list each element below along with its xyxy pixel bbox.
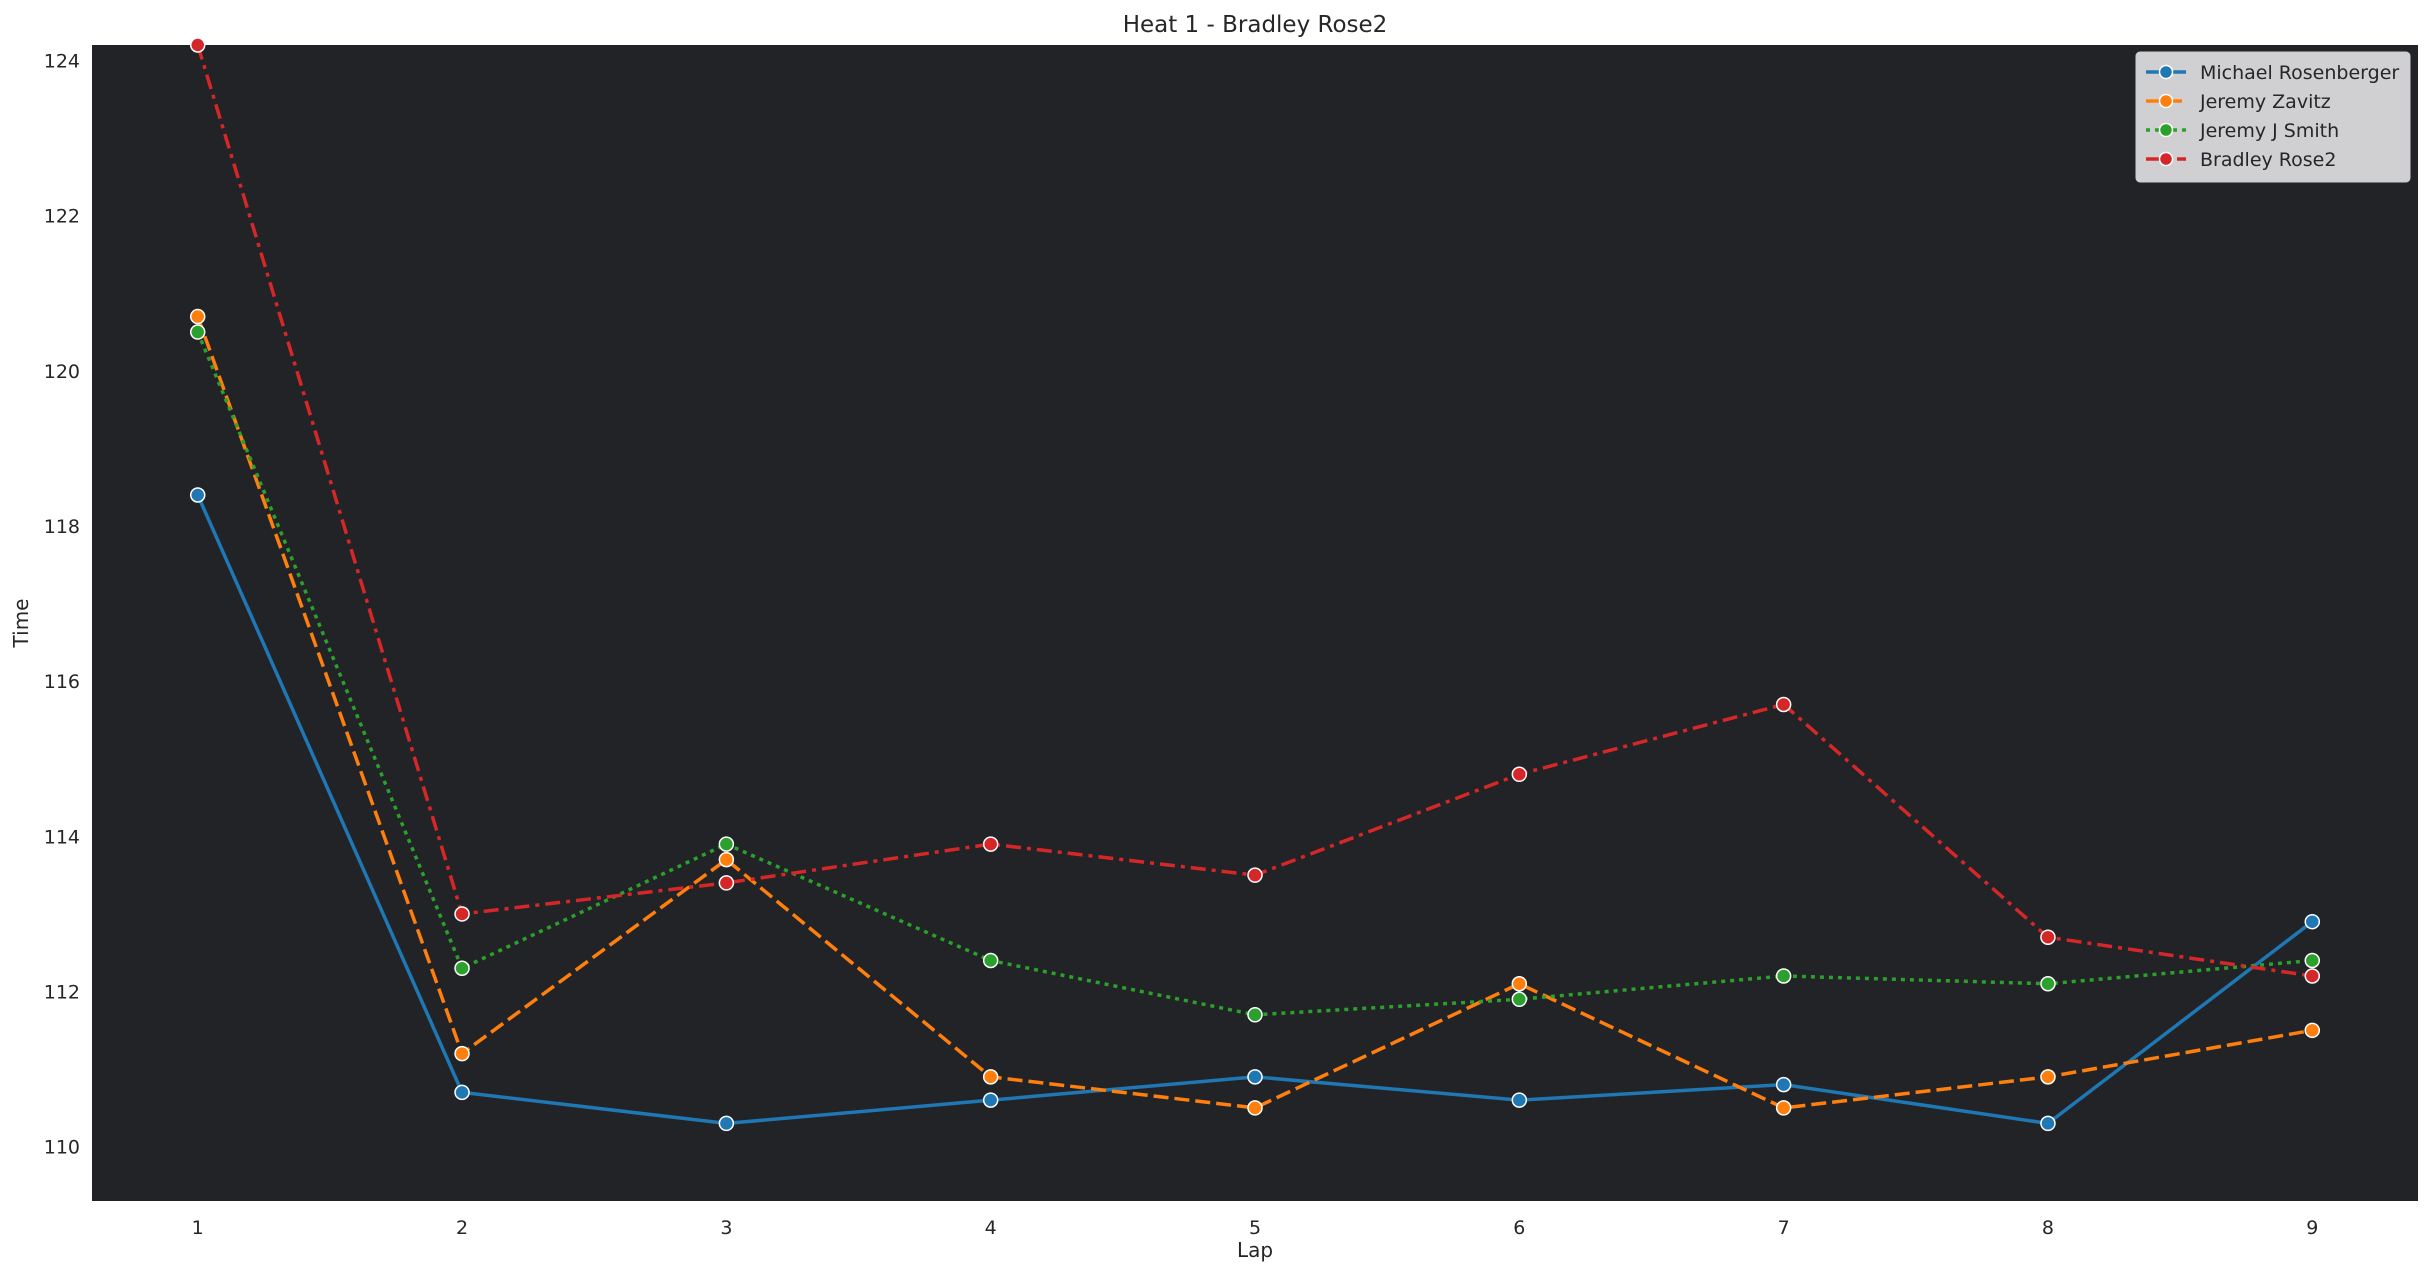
legend-item: Jeremy Zavitz	[2146, 91, 2331, 113]
data-point	[454, 960, 470, 976]
data-point	[2304, 968, 2321, 984]
legend-item: Bradley Rose2	[2146, 149, 2336, 171]
plot-area	[92, 45, 2418, 1201]
x-tick-label: 5	[1249, 1217, 1261, 1239]
series-line	[196, 315, 2313, 1110]
x-tick-label: 4	[985, 1217, 997, 1239]
legend-label: Jeremy Zavitz	[2199, 91, 2331, 113]
legend: Michael Rosenberger Jeremy Zavitz Jeremy J…	[2135, 51, 2411, 183]
data-point	[718, 836, 735, 852]
x-tick-label: 1	[192, 1217, 204, 1239]
data-point	[1511, 1092, 1528, 1108]
data-point	[2040, 976, 2056, 992]
data-point	[1511, 976, 1528, 992]
data-point	[454, 1084, 470, 1101]
x-tick-label: 3	[720, 1217, 732, 1239]
legend-item: Jeremy J Smith	[2146, 120, 2339, 142]
x-tick-label: 8	[2042, 1217, 2054, 1239]
data-point	[1775, 968, 1792, 984]
y-tick-label: 122	[44, 206, 80, 228]
x-axis-label: Lap	[1237, 1238, 1273, 1262]
data-point	[718, 851, 735, 868]
data-point	[982, 836, 999, 852]
y-tick-label: 120	[44, 361, 80, 383]
legend-label: Bradley Rose2	[2200, 149, 2336, 171]
y-tick-label: 124	[44, 51, 80, 73]
legend-marker	[2158, 93, 2174, 109]
chart-title: Heat 1 - Bradley Rose2	[1123, 12, 1388, 38]
series-2	[189, 308, 2321, 1116]
data-point	[2040, 1069, 2056, 1085]
data-point	[189, 308, 206, 325]
x-tick-label: 9	[2306, 1217, 2318, 1239]
data-point	[1247, 1007, 1263, 1023]
legend-marker	[2158, 64, 2174, 80]
data-point	[189, 37, 206, 53]
legend-marker	[2158, 122, 2174, 138]
data-point	[718, 875, 735, 891]
data-point	[1511, 766, 1528, 783]
data-point	[2304, 1022, 2321, 1039]
legend-box	[2135, 51, 2411, 183]
series-3	[189, 324, 2321, 1023]
data-point	[982, 952, 999, 969]
legend-item: Michael Rosenberger	[2146, 62, 2399, 84]
y-tick-label: 114	[44, 826, 80, 848]
y-axis-label: Time	[9, 599, 33, 649]
data-point	[1775, 696, 1792, 713]
data-point	[1775, 1100, 1792, 1116]
data-point	[1511, 991, 1528, 1008]
data-point	[2040, 929, 2056, 945]
data-point	[718, 1115, 735, 1132]
legend-marker	[2158, 151, 2174, 167]
series-4	[189, 37, 2321, 984]
data-point	[2304, 913, 2321, 930]
data-point	[1775, 1076, 1792, 1093]
x-axis: 1 2 3 4 5 6 7 8 9	[192, 1217, 2319, 1239]
y-tick-label: 110	[44, 1137, 80, 1159]
data-point	[454, 906, 470, 922]
y-axis: 110 112 114 116 118 120 122 124	[44, 51, 80, 1159]
x-tick-label: 6	[1513, 1217, 1525, 1239]
data-point	[982, 1069, 999, 1085]
series-1	[189, 487, 2321, 1132]
data-point	[1247, 867, 1263, 883]
legend-label: Michael Rosenberger	[2200, 62, 2399, 84]
y-tick-label: 112	[44, 982, 80, 1004]
data-point	[1247, 1069, 1263, 1085]
series-layer	[189, 37, 2321, 1132]
data-point	[982, 1092, 999, 1108]
data-point	[2040, 1115, 2056, 1132]
data-point	[189, 324, 206, 340]
y-tick-label: 118	[44, 516, 80, 538]
data-point	[2304, 952, 2321, 969]
data-point	[189, 487, 206, 503]
x-tick-label: 7	[1778, 1217, 1790, 1239]
legend-label: Jeremy J Smith	[2199, 120, 2339, 142]
x-tick-label: 2	[456, 1217, 468, 1239]
data-point	[454, 1045, 470, 1062]
y-tick-label: 116	[44, 671, 80, 693]
data-point	[1247, 1100, 1263, 1116]
